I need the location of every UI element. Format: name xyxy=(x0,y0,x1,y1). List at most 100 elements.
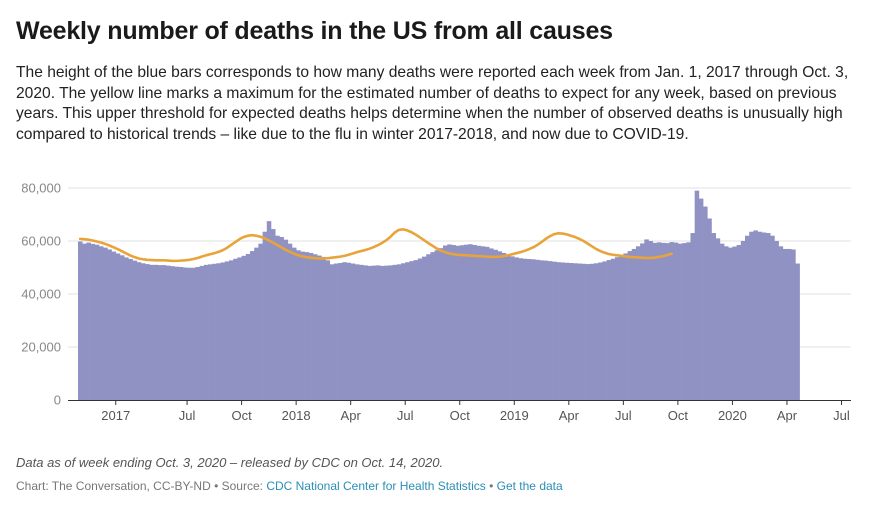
bar xyxy=(489,248,494,400)
bar xyxy=(728,247,733,401)
separator-dot: • xyxy=(489,479,494,493)
bar xyxy=(149,264,154,400)
bar xyxy=(627,251,633,400)
data-note: Data as of week ending Oct. 3, 2020 – re… xyxy=(16,455,444,470)
bar xyxy=(119,255,125,400)
bar xyxy=(484,246,490,400)
bar xyxy=(350,263,356,400)
bar xyxy=(287,243,293,400)
bar xyxy=(698,198,704,400)
bar xyxy=(749,231,754,400)
bar xyxy=(652,242,658,400)
chart-description: The height of the blue bars corresponds … xyxy=(16,64,849,143)
bar xyxy=(635,246,641,400)
bar xyxy=(577,263,582,400)
bar-series-observed-deaths xyxy=(78,190,800,401)
bar xyxy=(715,238,721,400)
bar xyxy=(573,263,578,400)
bar xyxy=(275,235,280,400)
bar xyxy=(220,262,226,400)
bar xyxy=(78,241,83,400)
bar xyxy=(317,255,322,400)
bar xyxy=(291,247,297,401)
bar xyxy=(321,256,326,400)
x-axis-ticks: 2017 Jul Oct 2018 Apr Jul Oct 2019 Apr Jul Oct 2020… xyxy=(101,400,850,423)
bar xyxy=(329,264,335,400)
bar xyxy=(145,264,150,400)
bar xyxy=(384,265,389,400)
bar xyxy=(745,235,750,400)
bar xyxy=(468,244,473,400)
bar xyxy=(703,206,708,400)
bar xyxy=(761,232,767,400)
bar xyxy=(229,260,234,400)
bar xyxy=(614,257,620,400)
bar xyxy=(367,265,372,400)
bar xyxy=(111,251,117,400)
bar xyxy=(740,241,746,400)
bar xyxy=(396,264,402,400)
bar xyxy=(224,261,230,400)
bar xyxy=(719,243,725,400)
bar xyxy=(430,252,435,400)
bar xyxy=(493,249,498,400)
bar xyxy=(589,263,595,400)
bar xyxy=(161,265,167,400)
bar xyxy=(312,254,318,400)
bar xyxy=(644,239,649,400)
bar xyxy=(686,242,691,400)
bar xyxy=(375,265,381,400)
bar xyxy=(333,263,339,400)
x-tick-label: Jul xyxy=(179,408,196,423)
bar xyxy=(342,262,347,400)
bar xyxy=(170,266,175,400)
bar xyxy=(552,261,557,400)
bar xyxy=(107,249,112,400)
bar xyxy=(463,244,469,400)
bar xyxy=(371,265,377,400)
bar xyxy=(187,267,192,400)
bar xyxy=(233,258,238,400)
bar xyxy=(778,246,784,400)
x-tick-label: 2020 xyxy=(718,408,747,423)
bar xyxy=(568,263,574,400)
bar xyxy=(753,230,758,400)
bar xyxy=(174,266,180,400)
bar xyxy=(791,249,796,400)
bar xyxy=(325,260,331,400)
bar xyxy=(191,267,196,400)
source-link[interactable]: CDC National Center for Health Statistic… xyxy=(266,479,486,493)
bar xyxy=(438,248,444,400)
bar xyxy=(283,239,289,400)
bar xyxy=(757,231,763,400)
bar xyxy=(338,263,343,400)
bar xyxy=(417,258,423,400)
y-tick-label: 0 xyxy=(54,393,61,408)
bar xyxy=(535,259,540,400)
bar xyxy=(505,254,511,400)
bar xyxy=(90,243,96,400)
bar xyxy=(136,262,142,400)
bar xyxy=(245,253,251,400)
bar xyxy=(128,259,133,400)
bar xyxy=(124,257,129,400)
bar xyxy=(157,265,163,400)
bar xyxy=(518,258,524,400)
bar xyxy=(665,243,670,400)
bar xyxy=(631,248,637,400)
bar xyxy=(354,264,360,400)
x-tick-label: Oct xyxy=(231,408,252,423)
get-data-link[interactable]: Get the data xyxy=(496,479,563,493)
bar xyxy=(86,242,91,400)
bar xyxy=(216,263,221,400)
bar xyxy=(409,261,414,400)
y-axis-ticks: 0 20,000 40,000 60,000 80,000 xyxy=(21,181,61,408)
bar xyxy=(401,263,406,400)
bar xyxy=(623,253,628,400)
y-tick-label: 60,000 xyxy=(21,234,61,249)
bar xyxy=(593,263,599,400)
bar xyxy=(405,262,410,400)
x-tick-label: Oct xyxy=(668,408,689,423)
bar xyxy=(711,233,716,400)
bar xyxy=(765,233,771,400)
